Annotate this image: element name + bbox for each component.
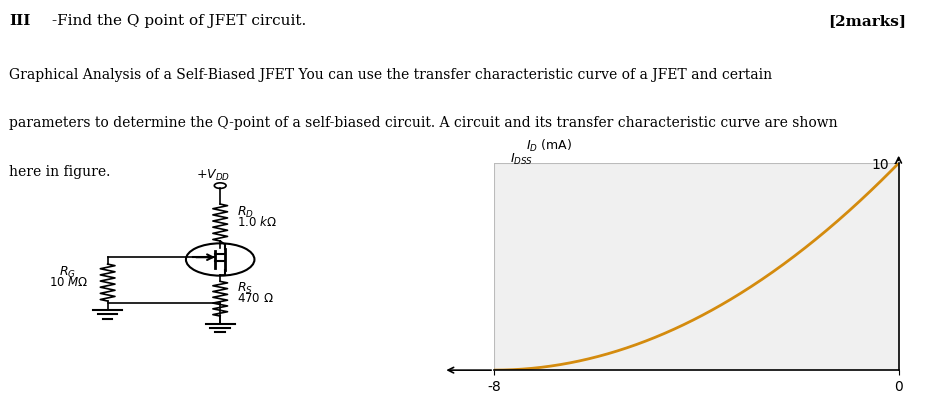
Text: $10\ M\Omega$: $10\ M\Omega$	[49, 276, 88, 289]
Text: $R_D$: $R_D$	[237, 205, 254, 220]
Text: $I_{DSS}$: $I_{DSS}$	[510, 152, 534, 167]
Text: III: III	[9, 14, 31, 28]
Text: [2marks]: [2marks]	[828, 14, 906, 28]
Text: Graphical Analysis of a Self-Biased JFET You can use the transfer characteristic: Graphical Analysis of a Self-Biased JFET…	[9, 68, 773, 82]
Text: -Find the Q point of JFET circuit.: -Find the Q point of JFET circuit.	[52, 14, 306, 28]
Text: $1.0\ k\Omega$: $1.0\ k\Omega$	[237, 215, 278, 229]
Text: $V_{GS(off)}$: $V_{GS(off)}$	[475, 397, 513, 398]
Text: parameters to determine the Q-point of a self-biased circuit. A circuit and its : parameters to determine the Q-point of a…	[9, 117, 838, 131]
Text: $R_G$: $R_G$	[58, 265, 75, 280]
Text: here in figure.: here in figure.	[9, 165, 111, 179]
Text: $R_S$: $R_S$	[237, 281, 253, 296]
Text: $I_D\ \mathrm{(mA)}$: $I_D\ \mathrm{(mA)}$	[526, 139, 573, 154]
Text: $470\ \Omega$: $470\ \Omega$	[237, 292, 274, 305]
Text: $+V_{DD}$: $+V_{DD}$	[196, 168, 230, 183]
